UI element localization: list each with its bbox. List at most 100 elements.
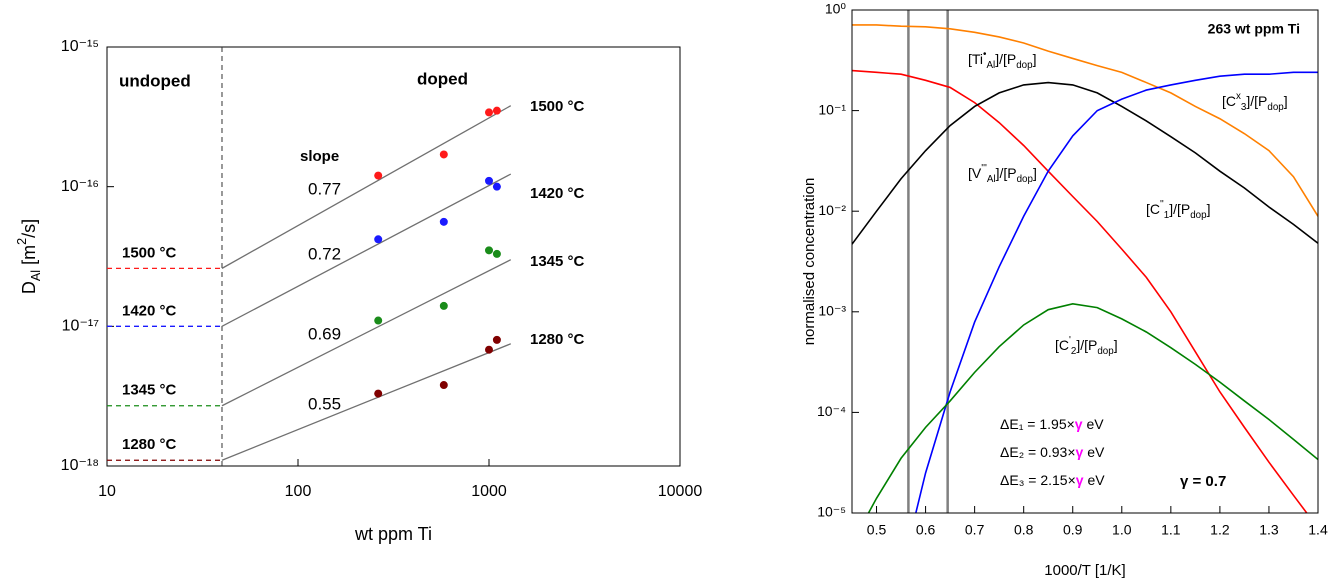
y-tick-label: 10⁻²	[818, 202, 846, 218]
data-point	[374, 171, 383, 180]
text-part: eV	[1084, 472, 1106, 488]
region-label: doped	[417, 69, 468, 88]
text-part: 1	[1164, 210, 1169, 221]
gamma-label: γ = 0.7	[1180, 473, 1226, 490]
text-part: ΔE₃ = 2.15×	[1000, 472, 1076, 488]
text-part: ]/[P	[996, 165, 1017, 181]
plot-area	[852, 10, 1318, 513]
series-line	[867, 303, 1318, 513]
x-tick-label: 1000	[471, 483, 507, 500]
text-part: ]/[P	[1076, 337, 1097, 353]
plot-frame	[851, 9, 1319, 514]
x-tick-label: 1.3	[1259, 522, 1279, 538]
text-part: /s]	[19, 219, 39, 238]
text-part: [m	[19, 245, 39, 270]
text-part: ]	[1207, 201, 1211, 217]
x-tick-label: 0.7	[965, 522, 985, 538]
undoped-label: 1420 °C	[122, 302, 177, 319]
data-point	[485, 108, 493, 117]
data-point	[439, 150, 448, 159]
slope-label: 0.69	[308, 324, 341, 343]
text-part: ΔE₂ = 0.93×	[1000, 444, 1076, 460]
text-part: [C	[1055, 337, 1069, 353]
fit-line	[221, 343, 512, 461]
fit-line	[221, 173, 512, 327]
series-label: [Cx3]/[Pdop]	[1222, 91, 1288, 113]
text-part: •	[983, 49, 987, 60]
data-point	[492, 106, 501, 115]
text-part: '	[1069, 335, 1071, 346]
data-point	[485, 345, 493, 354]
series-label: [C''1]/[Pdop]	[1146, 199, 1210, 221]
text-part: ]	[1033, 51, 1037, 67]
text-part: ΔE₁ = 1.95×	[1000, 416, 1075, 432]
slope-label: 0.77	[308, 179, 341, 198]
data-point	[485, 246, 493, 255]
x-tick-label: 10	[98, 483, 116, 500]
x-tick-label: 1.4	[1308, 522, 1328, 538]
y-tick-label: 10⁻⁵	[817, 504, 846, 520]
text-part: 3	[1241, 102, 1247, 113]
text-part: Al	[29, 270, 43, 281]
series-line	[914, 71, 1318, 513]
region-label: undoped	[119, 71, 191, 90]
x-axis-label: wt ppm Ti	[354, 524, 432, 544]
text-part: dop	[1267, 102, 1284, 113]
y-axis-label: normalised concentration	[801, 178, 818, 346]
text-part: dop	[1017, 174, 1034, 185]
text-part: ]/[P	[995, 51, 1016, 67]
text-part: eV	[1083, 444, 1105, 460]
x-tick-label: 100	[285, 483, 312, 500]
series-label: [C'2]/[Pdop]	[1055, 335, 1118, 357]
data-point	[374, 316, 383, 325]
y-tick-label: 10⁻³	[818, 303, 846, 319]
x-tick-label: 10000	[658, 483, 703, 500]
fit-line	[221, 259, 512, 407]
x-tick-label: 1.1	[1161, 522, 1181, 538]
energy-label: ΔE₃ = 2.15×γ eV	[1000, 472, 1105, 488]
series-label: 1280 °C	[530, 331, 585, 348]
series-label: 1500 °C	[530, 98, 585, 115]
x-tick-label: 0.9	[1063, 522, 1083, 538]
text-part: [C	[1146, 201, 1160, 217]
undoped-label: 1345 °C	[122, 382, 177, 399]
series-line	[852, 24, 1318, 217]
series-label: [Ti•Al]/[Pdop]	[968, 49, 1036, 71]
y-tick-label: 10⁻¹⁷	[62, 318, 100, 335]
text-part: [V	[968, 165, 982, 181]
slope-title: slope	[300, 148, 339, 165]
y-axis-label: DAl [m2/s]	[15, 219, 43, 294]
text-part: D	[19, 281, 39, 294]
text-part: ''	[1160, 199, 1164, 210]
data-point	[439, 381, 448, 390]
text-part: Al	[986, 60, 995, 71]
y-tick-label: 10⁻¹⁸	[61, 457, 99, 474]
text-part: 2	[1071, 346, 1076, 357]
x-axis-label: 1000/T [1/K]	[1044, 562, 1125, 579]
text-part: ]	[1284, 93, 1288, 109]
y-tick-label: 10⁻¹	[818, 101, 846, 117]
energy-label: ΔE₂ = 0.93×γ eV	[1000, 444, 1105, 460]
text-part: ]	[1114, 337, 1118, 353]
fit-line	[221, 105, 512, 269]
series-label: 1345 °C	[530, 253, 585, 270]
text-part: 2	[15, 238, 29, 245]
x-tick-label: 1.0	[1112, 522, 1132, 538]
text-part: γ	[1076, 444, 1084, 460]
x-tick-label: 0.8	[1014, 522, 1034, 538]
text-part: dop	[1190, 210, 1207, 221]
x-tick-label: 1.2	[1210, 522, 1230, 538]
x-tick-label: 0.5	[867, 522, 887, 538]
slope-label: 0.55	[308, 394, 341, 413]
series-line	[852, 69, 1308, 513]
data-point	[492, 182, 501, 191]
energy-label: ΔE₁ = 1.95×γ eV	[1000, 416, 1104, 432]
text-part: eV	[1083, 416, 1105, 432]
y-tick-label: 10⁻⁴	[817, 403, 846, 419]
text-part: ]/[P	[1246, 93, 1267, 109]
data-point	[492, 335, 501, 344]
data-point	[439, 301, 448, 310]
y-tick-label: 10⁰	[825, 1, 847, 17]
undoped-label: 1280 °C	[122, 436, 177, 453]
